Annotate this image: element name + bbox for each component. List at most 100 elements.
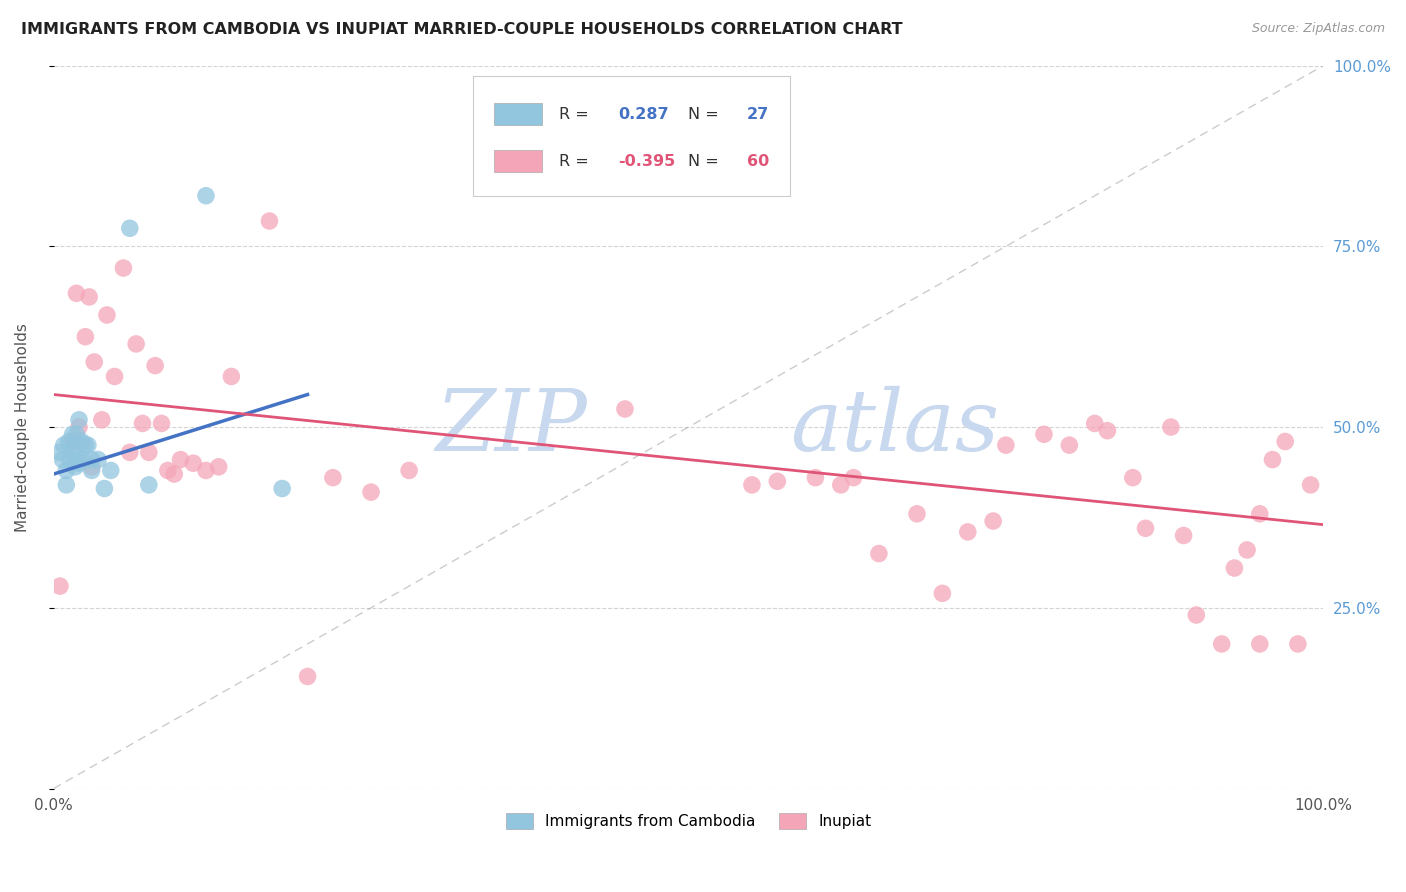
- Point: [1084, 417, 1107, 431]
- Point: [194, 188, 217, 202]
- Point: [90, 413, 112, 427]
- Point: [271, 482, 294, 496]
- Point: [83, 355, 105, 369]
- Point: [87, 452, 110, 467]
- Point: [1160, 420, 1182, 434]
- Point: [65, 286, 87, 301]
- Point: [156, 463, 179, 477]
- Point: [52, 438, 75, 452]
- Point: [1185, 607, 1208, 622]
- Text: -0.395: -0.395: [619, 153, 676, 169]
- Point: [1032, 427, 1054, 442]
- Text: ZIP: ZIP: [434, 385, 586, 468]
- Point: [62, 442, 84, 456]
- Point: [1211, 637, 1233, 651]
- Text: R =: R =: [560, 153, 589, 169]
- Point: [221, 369, 243, 384]
- Point: [1173, 528, 1195, 542]
- Point: [70, 434, 93, 449]
- Point: [72, 452, 94, 467]
- Point: [103, 369, 125, 384]
- Point: [67, 413, 90, 427]
- Point: [65, 427, 87, 442]
- Point: [125, 337, 148, 351]
- Point: [1097, 424, 1119, 438]
- Point: [51, 452, 73, 467]
- Point: [259, 214, 281, 228]
- Point: [62, 434, 84, 449]
- Point: [194, 463, 217, 477]
- FancyBboxPatch shape: [494, 103, 543, 125]
- Text: atlas: atlas: [790, 385, 1000, 468]
- Point: [96, 308, 118, 322]
- Point: [931, 586, 953, 600]
- Point: [1249, 637, 1271, 651]
- Point: [80, 459, 103, 474]
- Point: [112, 260, 135, 275]
- Point: [59, 452, 82, 467]
- Point: [842, 471, 865, 485]
- Point: [75, 438, 97, 452]
- Point: [1236, 543, 1258, 558]
- Point: [49, 445, 72, 459]
- Point: [65, 449, 87, 463]
- Point: [208, 459, 231, 474]
- Legend: Immigrants from Cambodia, Inupiat: Immigrants from Cambodia, Inupiat: [499, 807, 877, 835]
- Point: [143, 359, 166, 373]
- Point: [58, 434, 80, 449]
- Point: [830, 478, 852, 492]
- Point: [77, 290, 100, 304]
- FancyBboxPatch shape: [494, 150, 543, 172]
- Point: [981, 514, 1004, 528]
- Point: [1274, 434, 1296, 449]
- Point: [1223, 561, 1246, 575]
- Text: N =: N =: [689, 153, 720, 169]
- Text: 60: 60: [747, 153, 769, 169]
- Point: [93, 482, 115, 496]
- Point: [49, 579, 72, 593]
- Point: [138, 478, 160, 492]
- Text: R =: R =: [560, 106, 589, 121]
- Point: [868, 547, 890, 561]
- Point: [131, 417, 153, 431]
- Point: [741, 478, 763, 492]
- Point: [100, 463, 122, 477]
- Point: [62, 427, 84, 442]
- FancyBboxPatch shape: [472, 77, 790, 195]
- Point: [398, 463, 420, 477]
- Text: 0.287: 0.287: [619, 106, 669, 121]
- Point: [75, 329, 97, 343]
- Text: N =: N =: [689, 106, 720, 121]
- Point: [956, 524, 979, 539]
- Point: [169, 452, 191, 467]
- Point: [67, 420, 90, 434]
- Point: [67, 456, 90, 470]
- Point: [1135, 521, 1157, 535]
- Point: [1249, 507, 1271, 521]
- Point: [55, 463, 77, 477]
- Point: [150, 417, 173, 431]
- Point: [55, 478, 77, 492]
- Point: [77, 438, 100, 452]
- Y-axis label: Married-couple Households: Married-couple Households: [15, 323, 30, 532]
- Text: 27: 27: [747, 106, 769, 121]
- Point: [905, 507, 928, 521]
- Point: [1122, 471, 1144, 485]
- Point: [163, 467, 186, 481]
- Point: [613, 402, 636, 417]
- Point: [181, 456, 204, 470]
- Point: [1299, 478, 1322, 492]
- Point: [1286, 637, 1309, 651]
- Point: [118, 445, 141, 459]
- Point: [80, 463, 103, 477]
- Point: [118, 221, 141, 235]
- Point: [322, 471, 344, 485]
- Text: IMMIGRANTS FROM CAMBODIA VS INUPIAT MARRIED-COUPLE HOUSEHOLDS CORRELATION CHART: IMMIGRANTS FROM CAMBODIA VS INUPIAT MARR…: [21, 22, 903, 37]
- Point: [804, 471, 827, 485]
- Point: [80, 452, 103, 467]
- Point: [297, 669, 319, 683]
- Point: [994, 438, 1017, 452]
- Point: [63, 459, 86, 474]
- Point: [360, 485, 382, 500]
- Text: Source: ZipAtlas.com: Source: ZipAtlas.com: [1251, 22, 1385, 36]
